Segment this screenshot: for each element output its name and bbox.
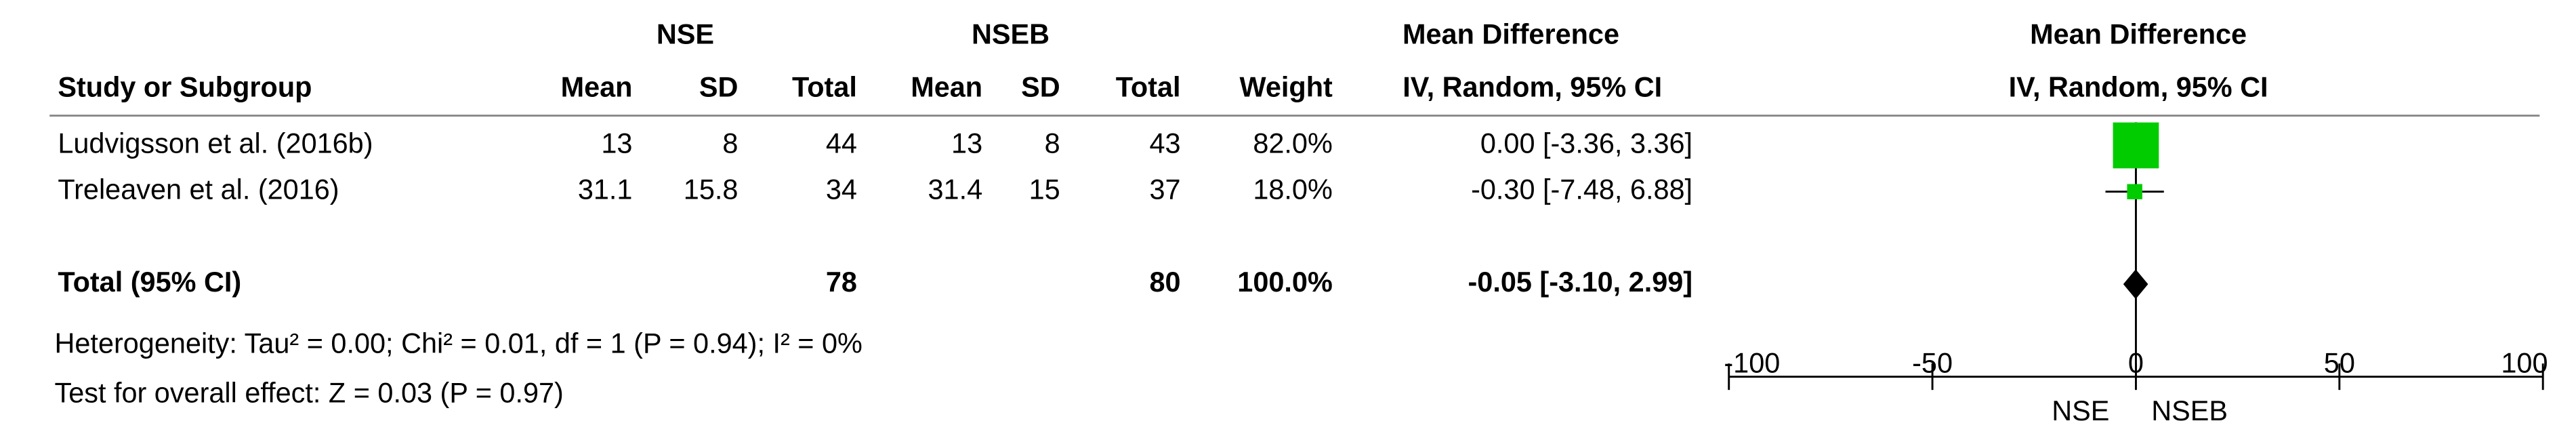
ci-text: -0.30 [-7.48, 6.88] bbox=[1471, 174, 1692, 205]
cell: 44 bbox=[826, 127, 857, 159]
cell: 80 bbox=[1150, 266, 1181, 298]
column-header: Total bbox=[1116, 71, 1181, 103]
x-tick-label: -100 bbox=[1724, 347, 1780, 379]
x-tick-label: 100 bbox=[2501, 347, 2548, 379]
cell: 13 bbox=[951, 127, 982, 159]
favours-left: NSE bbox=[2052, 395, 2109, 426]
plot-title: Mean Difference bbox=[2030, 18, 2247, 50]
ci-text: -0.05 [-3.10, 2.99] bbox=[1468, 266, 1693, 298]
overall-effect: Test for overall effect: Z = 0.03 (P = 0… bbox=[54, 376, 563, 408]
x-tick-label: -50 bbox=[1912, 347, 1953, 379]
study-square bbox=[2127, 184, 2142, 199]
total-diamond bbox=[2123, 269, 2148, 300]
cell: 13 bbox=[601, 127, 632, 159]
column-header: Mean bbox=[911, 71, 982, 103]
study-header: Study or Subgroup bbox=[58, 71, 312, 103]
group-header: NSE bbox=[657, 18, 714, 50]
study-name: Total (95% CI) bbox=[58, 266, 241, 298]
cell: 37 bbox=[1150, 174, 1181, 205]
plot-subtitle: IV, Random, 95% CI bbox=[2009, 71, 2268, 103]
study-square bbox=[2113, 122, 2159, 169]
cell: 43 bbox=[1150, 127, 1181, 159]
column-header: SD bbox=[1021, 71, 1060, 103]
favours-right: NSEB bbox=[2151, 395, 2228, 426]
effect-method: IV, Random, 95% CI bbox=[1403, 71, 1662, 103]
cell: 78 bbox=[826, 266, 857, 298]
cell: 8 bbox=[1045, 127, 1060, 159]
cell: 15.8 bbox=[684, 174, 739, 205]
cell: 18.0% bbox=[1253, 174, 1332, 205]
column-header: Weight bbox=[1240, 71, 1333, 103]
study-name: Ludvigsson et al. (2016b) bbox=[58, 127, 373, 159]
study-name: Treleaven et al. (2016) bbox=[58, 174, 339, 205]
cell: 100.0% bbox=[1237, 266, 1333, 298]
x-tick-label: 0 bbox=[2128, 347, 2144, 379]
group-header: NSEB bbox=[972, 18, 1050, 50]
cell: 34 bbox=[826, 174, 857, 205]
cell: 8 bbox=[722, 127, 738, 159]
cell: 15 bbox=[1029, 174, 1060, 205]
x-tick-label: 50 bbox=[2324, 347, 2355, 379]
cell: 82.0% bbox=[1253, 127, 1332, 159]
column-header: Total bbox=[792, 71, 857, 103]
effect-header: Mean Difference bbox=[1403, 18, 1619, 50]
ci-text: 0.00 [-3.36, 3.36] bbox=[1480, 127, 1692, 159]
cell: 31.1 bbox=[578, 174, 633, 205]
column-header: SD bbox=[699, 71, 739, 103]
column-header: Mean bbox=[561, 71, 633, 103]
heterogeneity: Heterogeneity: Tau² = 0.00; Chi² = 0.01,… bbox=[54, 327, 862, 359]
cell: 31.4 bbox=[928, 174, 983, 205]
